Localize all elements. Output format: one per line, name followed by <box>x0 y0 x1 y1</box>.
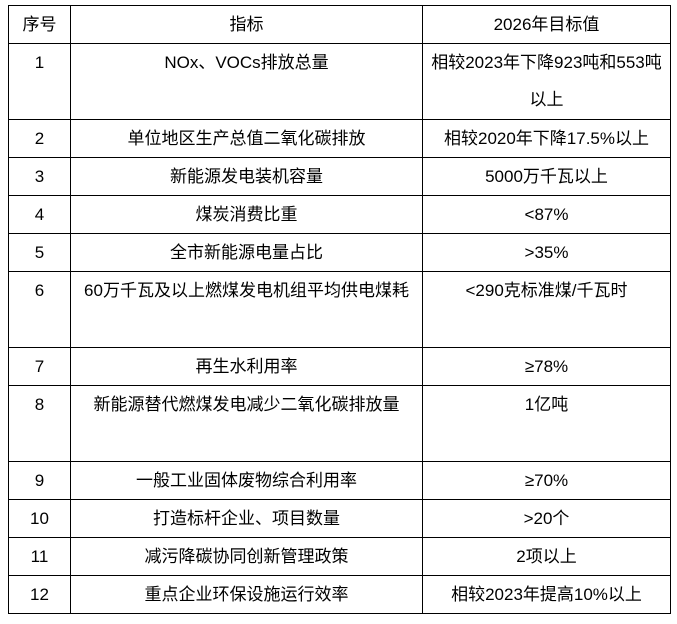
cell-target: <290克标准煤/千瓦时 <box>422 271 671 348</box>
cell-target: 相较2020年下降17.5%以上 <box>422 119 671 158</box>
cell-no: 6 <box>8 271 71 348</box>
cell-no: 9 <box>8 461 71 500</box>
cell-indicator: 煤炭消费比重 <box>70 195 423 234</box>
cell-no: 7 <box>8 347 71 386</box>
cell-no: 11 <box>8 537 71 576</box>
cell-target: ≥70% <box>422 461 671 500</box>
cell-no: 2 <box>8 119 71 158</box>
cell-indicator: 打造标杆企业、项目数量 <box>70 499 423 538</box>
table-row: 4 煤炭消费比重 <87% <box>8 195 671 234</box>
cell-target: ≥78% <box>422 347 671 386</box>
cell-no: 5 <box>8 233 71 272</box>
cell-target: 相较2023年提高10%以上 <box>422 575 671 614</box>
table-row: 5 全市新能源电量占比 >35% <box>8 233 671 272</box>
table-row: 6 60万千瓦及以上燃煤发电机组平均供电煤耗 <290克标准煤/千瓦时 <box>8 271 671 348</box>
cell-no: 4 <box>8 195 71 234</box>
cell-no: 1 <box>8 43 71 120</box>
cell-target: >35% <box>422 233 671 272</box>
cell-target: 5000万千瓦以上 <box>422 157 671 196</box>
cell-target: 1亿吨 <box>422 385 671 462</box>
table-row: 2 单位地区生产总值二氧化碳排放 相较2020年下降17.5%以上 <box>8 119 671 158</box>
table-row: 8 新能源替代燃煤发电减少二氧化碳排放量 1亿吨 <box>8 385 671 462</box>
table-row: 9 一般工业固体废物综合利用率 ≥70% <box>8 461 671 500</box>
cell-indicator: NOx、VOCs排放总量 <box>70 43 423 120</box>
cell-indicator: 重点企业环保设施运行效率 <box>70 575 423 614</box>
cell-no: 8 <box>8 385 71 462</box>
cell-indicator: 60万千瓦及以上燃煤发电机组平均供电煤耗 <box>70 271 423 348</box>
cell-target: 相较2023年下降923吨和553吨以上 <box>422 43 671 120</box>
cell-no: 3 <box>8 157 71 196</box>
cell-indicator: 一般工业固体废物综合利用率 <box>70 461 423 500</box>
targets-table: 序号 指标 2026年目标值 1 NOx、VOCs排放总量 相较2023年下降9… <box>8 5 671 614</box>
cell-indicator: 新能源替代燃煤发电减少二氧化碳排放量 <box>70 385 423 462</box>
header-row: 序号 指标 2026年目标值 <box>8 5 671 44</box>
cell-indicator: 单位地区生产总值二氧化碳排放 <box>70 119 423 158</box>
cell-indicator: 再生水利用率 <box>70 347 423 386</box>
table-row: 12 重点企业环保设施运行效率 相较2023年提高10%以上 <box>8 575 671 614</box>
cell-indicator: 新能源发电装机容量 <box>70 157 423 196</box>
cell-indicator: 全市新能源电量占比 <box>70 233 423 272</box>
header-no: 序号 <box>8 5 71 44</box>
cell-no: 10 <box>8 499 71 538</box>
cell-no: 12 <box>8 575 71 614</box>
header-indicator: 指标 <box>70 5 423 44</box>
cell-target: <87% <box>422 195 671 234</box>
cell-target: 2项以上 <box>422 537 671 576</box>
table-row: 11 减污降碳协同创新管理政策 2项以上 <box>8 537 671 576</box>
cell-target: >20个 <box>422 499 671 538</box>
table-row: 10 打造标杆企业、项目数量 >20个 <box>8 499 671 538</box>
header-target: 2026年目标值 <box>422 5 671 44</box>
cell-indicator: 减污降碳协同创新管理政策 <box>70 537 423 576</box>
table-row: 1 NOx、VOCs排放总量 相较2023年下降923吨和553吨以上 <box>8 43 671 120</box>
table-row: 7 再生水利用率 ≥78% <box>8 347 671 386</box>
table-row: 3 新能源发电装机容量 5000万千瓦以上 <box>8 157 671 196</box>
